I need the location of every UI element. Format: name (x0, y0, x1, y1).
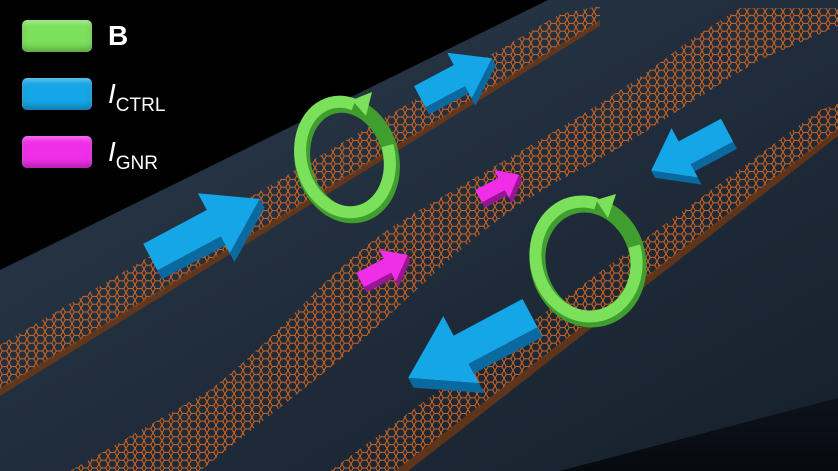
legend-swatch-ictrl (22, 78, 92, 110)
substrate-edge (560, 398, 838, 471)
control-current-arrow-left (143, 193, 265, 280)
control-current-arrow-lower (408, 298, 543, 393)
legend-label-ignr: IGNR (108, 136, 159, 174)
legend-label-ictrl: ICTRL (108, 78, 166, 116)
legend-label-b: B (108, 20, 129, 51)
control-ribbon-right-edge (395, 128, 838, 471)
control-current-arrow-right (651, 118, 737, 185)
magnetic-field-loop-lower (529, 194, 647, 328)
legend-swatch-b (22, 20, 92, 52)
gnr-current-arrow-upper (475, 169, 523, 208)
legend-item-ictrl: ICTRL (22, 72, 165, 116)
gnr-current-arrow-lower (356, 249, 411, 293)
legend-swatch-ignr (22, 136, 92, 168)
legend-item-ignr: IGNR (22, 130, 165, 174)
control-current-arrow-upper (414, 52, 496, 115)
graphene-nanoribbon (70, 8, 838, 471)
magnetic-field-loop-upper (294, 92, 400, 224)
legend: B ICTRL IGNR (22, 14, 165, 188)
legend-item-b: B (22, 14, 165, 58)
control-ribbon-left-edge (0, 20, 600, 396)
